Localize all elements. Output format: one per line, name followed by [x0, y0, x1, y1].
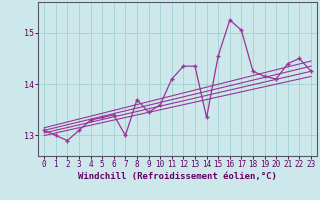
- X-axis label: Windchill (Refroidissement éolien,°C): Windchill (Refroidissement éolien,°C): [78, 172, 277, 181]
